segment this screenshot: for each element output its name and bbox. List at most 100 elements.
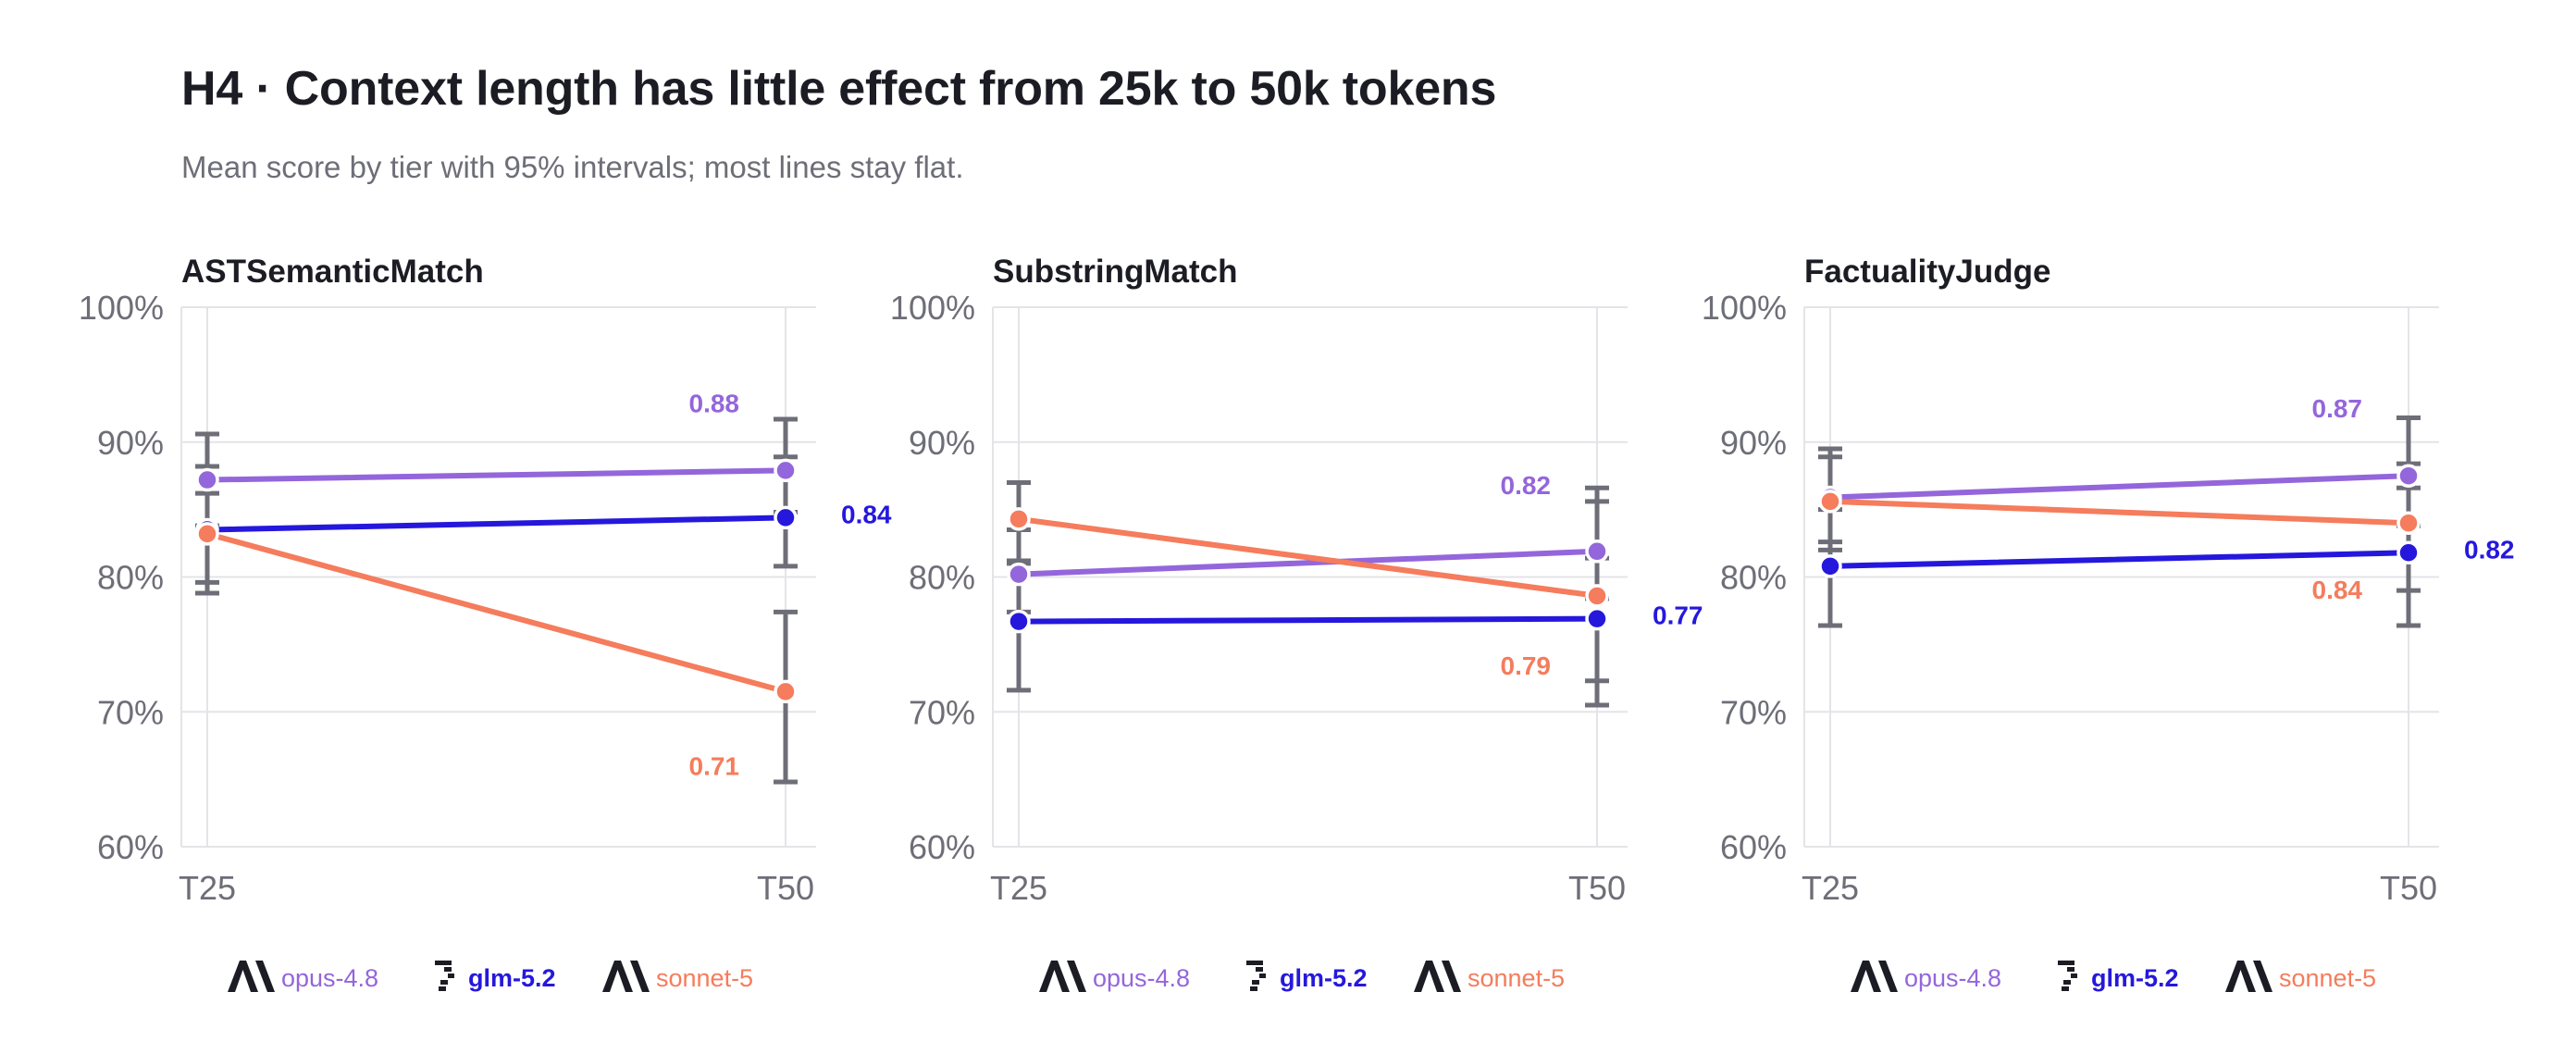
zhipu-logo-icon [1246,961,1266,991]
series-line-sonnet-5 [1827,498,2411,527]
data-label-opus-4.8: 0.88 [689,389,740,417]
data-point-sonnet-5 [1007,507,1031,531]
data-point-opus-4.8 [1585,539,1609,564]
legend: opus-4.8 glm-5.2 sonnet-5 [228,961,753,992]
data-point-sonnet-5 [2396,511,2421,535]
x-tick-label: T25 [1802,869,1859,907]
y-tick-label: 60% [1720,828,1787,866]
zhipu-block [1259,973,1266,978]
anthropic-logo-icon [602,961,650,992]
data-label-glm-5.2: 0.82 [2464,535,2515,564]
panel-substringmatch: SubstringMatch 60% 70% 80% 90% 100% T25 T50 0.82… [890,254,1703,992]
y-tick-label: 100% [1702,289,1787,327]
anthropic-a-shape [1039,961,1070,992]
series-line-opus-4.8 [1827,473,2411,501]
zhipu-block [448,973,454,978]
legend-item-glm-5.2: glm-5.2 [435,961,556,992]
anthropic-slash-shape [1067,961,1086,992]
legend-label: glm-5.2 [2091,964,2179,992]
data-point-glm-5.2 [1818,554,1842,578]
series-line-opus-4.8 [204,467,788,483]
data-point-sonnet-5 [1818,490,1842,514]
anthropic-slash-shape [1878,961,1898,992]
legend-item-opus-4.8: opus-4.8 [1851,961,2001,992]
panel-title: FactualityJudge [1804,254,2050,290]
legend-label: glm-5.2 [468,964,556,992]
panel-factualityjudge: FactualityJudge 60% 70% 80% 90% 100% T25 T50 0.8… [1702,254,2515,992]
y-tick-label: 90% [97,424,164,462]
anthropic-a-shape [1851,961,1881,992]
data-point-glm-5.2 [1585,606,1609,631]
y-tick-label: 70% [909,693,975,731]
data-point-sonnet-5 [1585,584,1609,608]
data-label-sonnet-5: 0.71 [689,751,740,780]
legend: opus-4.8 glm-5.2 sonnet-5 [1851,961,2376,992]
zhipu-block [435,961,452,965]
zhipu-block [444,967,452,972]
y-tick-label: 60% [97,828,164,866]
legend-item-sonnet-5: sonnet-5 [1414,961,1565,992]
data-point-sonnet-5 [195,522,219,546]
zhipu-block [1250,986,1257,991]
legend-label: opus-4.8 [281,964,378,992]
anthropic-logo-icon [1039,961,1086,992]
x-tick-label: T50 [2380,869,2437,907]
y-tick-label: 90% [1720,424,1787,462]
legend-label: sonnet-5 [2279,964,2376,992]
anthropic-slash-shape [630,961,650,992]
legend-item-sonnet-5: sonnet-5 [2225,961,2376,992]
y-tick-label: 80% [909,559,975,597]
series-line-glm-5.2 [1016,615,1600,625]
x-tick-label: T25 [990,869,1047,907]
zhipu-block [1252,980,1259,985]
panel-astsemanticmatch: ASTSemanticMatch 60% 70% 80% 90% 100% T25 T50 0.… [79,254,892,992]
y-tick-label: 70% [97,693,164,731]
legend-label: opus-4.8 [1904,964,2001,992]
data-point-opus-4.8 [195,467,219,492]
data-label-opus-4.8: 0.82 [1501,471,1552,500]
data-label-opus-4.8: 0.87 [2312,394,2363,423]
anthropic-slash-shape [1442,961,1461,992]
page-subtitle: Mean score by tier with 95% intervals; m… [181,150,964,184]
y-tick-label: 80% [1720,559,1787,597]
data-point-glm-5.2 [1007,609,1031,634]
data-point-opus-4.8 [2396,464,2421,488]
zhipu-block [2063,980,2071,985]
zhipu-logo-icon [435,961,454,991]
anthropic-a-shape [228,961,258,992]
page-title: H4 · Context length has little effect fr… [181,62,1497,116]
zhipu-block [2067,967,2074,972]
zhipu-block [439,986,446,991]
legend-label: opus-4.8 [1093,964,1190,992]
zhipu-block [2058,961,2074,965]
anthropic-logo-icon [228,961,275,992]
x-tick-label: T50 [1568,869,1626,907]
series-line-sonnet-5 [1016,515,1600,599]
x-tick-label: T50 [757,869,814,907]
anthropic-logo-icon [1414,961,1461,992]
data-label-sonnet-5: 0.84 [2312,576,2363,604]
anthropic-a-shape [602,961,633,992]
panel-title: ASTSemanticMatch [181,254,484,290]
anthropic-logo-icon [1851,961,1898,992]
data-label-sonnet-5: 0.79 [1501,651,1552,680]
panel-title: SubstringMatch [993,254,1237,290]
legend-label: glm-5.2 [1280,964,1368,992]
zhipu-block [440,980,448,985]
y-tick-label: 90% [909,424,975,462]
legend: opus-4.8 glm-5.2 sonnet-5 [1039,961,1565,992]
data-label-glm-5.2: 0.84 [841,500,892,528]
anthropic-a-shape [1414,961,1444,992]
legend-label: sonnet-5 [1468,964,1565,992]
data-point-opus-4.8 [1007,562,1031,587]
data-point-opus-4.8 [774,458,798,483]
data-point-sonnet-5 [774,679,798,704]
y-tick-label: 100% [79,289,164,327]
zhipu-logo-icon [2058,961,2077,991]
y-tick-label: 80% [97,559,164,597]
zhipu-block [2071,973,2077,978]
series-line-opus-4.8 [1016,548,1600,577]
series-line-glm-5.2 [204,515,788,533]
legend-item-opus-4.8: opus-4.8 [228,961,378,992]
